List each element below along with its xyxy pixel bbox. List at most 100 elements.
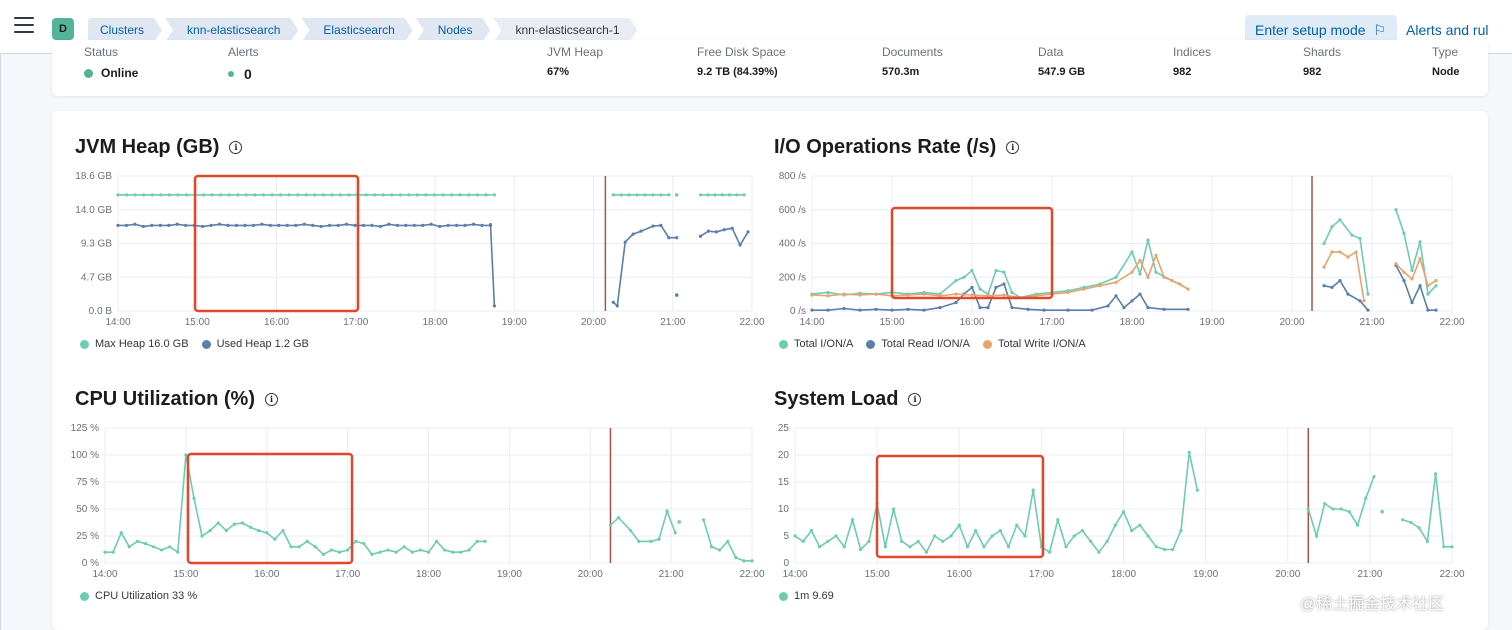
data-point	[809, 529, 814, 533]
data-point	[1338, 279, 1342, 283]
data-point	[906, 293, 910, 297]
x-tick-label: 20:00	[581, 317, 606, 328]
stat-value: 570.3m	[882, 66, 920, 78]
data-point	[1146, 534, 1150, 538]
data-point	[858, 293, 862, 297]
breadcrumb-elasticsearch[interactable]: Elasticsearch	[301, 18, 412, 42]
y-tick-label: 9.3 GB	[81, 239, 112, 250]
data-point	[415, 193, 420, 197]
stat-label: Indices	[1173, 45, 1212, 59]
legend-item[interactable]: Max Heap 16.0 GB	[80, 338, 189, 350]
chart-title-system-load: System Load i	[774, 388, 922, 411]
legend-item[interactable]: Total Write I/ON/A	[982, 338, 1086, 350]
data-point	[1380, 509, 1384, 514]
data-point	[1186, 287, 1190, 291]
data-point	[265, 531, 269, 535]
data-point	[248, 525, 253, 529]
x-tick-label: 19:00	[1193, 569, 1218, 580]
legend-item[interactable]: CPU Utilization 33 %	[80, 590, 197, 602]
info-icon[interactable]: i	[908, 393, 922, 406]
legend-label: Used Heap 1.2 GB	[216, 338, 309, 350]
info-icon[interactable]: i	[265, 393, 278, 406]
data-point	[304, 193, 308, 197]
data-point	[311, 223, 315, 227]
data-point	[458, 193, 462, 197]
data-point	[328, 223, 332, 227]
series-line	[489, 224, 496, 306]
data-point	[938, 306, 942, 310]
data-point	[441, 193, 445, 197]
data-point	[706, 229, 711, 233]
data-point	[1031, 488, 1035, 492]
data-point	[834, 534, 838, 538]
data-point	[1187, 450, 1191, 454]
legend-item[interactable]: Used Heap 1.2 GB	[201, 338, 309, 350]
y-tick-label: 125 %	[71, 423, 99, 434]
legend-item[interactable]: Total Read I/ON/A	[866, 338, 970, 350]
x-tick-label: 18:00	[1119, 317, 1144, 328]
data-point	[701, 518, 706, 522]
data-point	[281, 529, 285, 533]
space-avatar[interactable]: D	[52, 18, 74, 40]
data-point	[1089, 539, 1093, 544]
data-point	[277, 223, 281, 227]
data-point	[378, 550, 382, 554]
y-tick-label: 25 %	[76, 531, 99, 542]
breadcrumb-nodes[interactable]: Nodes	[416, 18, 491, 42]
data-point	[883, 545, 887, 549]
data-point	[874, 292, 878, 296]
data-point	[253, 193, 257, 197]
data-point	[826, 290, 830, 295]
data-point	[933, 534, 937, 538]
breadcrumb-cluster-name[interactable]: knn-elasticsearch	[165, 18, 298, 42]
x-tick-label: 14:00	[799, 317, 824, 328]
breadcrumb-clusters[interactable]: Clusters	[88, 18, 162, 42]
data-point	[111, 550, 115, 554]
data-point	[954, 279, 958, 283]
x-tick-label: 20:00	[578, 569, 603, 580]
data-point	[826, 539, 830, 544]
data-point	[133, 193, 137, 197]
data-point	[1042, 308, 1046, 312]
data-point	[659, 223, 663, 227]
legend-label: 1m 9.69	[794, 590, 834, 602]
legend-item[interactable]: 1m 9.69	[779, 590, 834, 602]
menu-icon[interactable]	[14, 17, 34, 35]
data-point	[1122, 306, 1126, 310]
data-point	[297, 545, 301, 549]
data-point	[616, 516, 621, 520]
info-icon[interactable]: i	[1006, 141, 1020, 154]
data-point	[1434, 279, 1438, 283]
data-point	[1394, 262, 1398, 266]
obscured-region	[317, 44, 527, 94]
data-point	[353, 223, 357, 227]
data-point	[370, 552, 374, 556]
data-point	[1186, 307, 1190, 311]
highlight-box	[186, 452, 354, 565]
chart-title-text: I/O Operations Rate (/s)	[774, 136, 997, 158]
data-point	[257, 529, 261, 533]
data-point	[1314, 534, 1319, 538]
data-point	[1331, 507, 1335, 511]
legend-item[interactable]: Total I/ON/A	[779, 338, 853, 350]
data-point	[1114, 294, 1118, 298]
info-icon[interactable]: i	[229, 141, 243, 154]
x-tick-label: 14:00	[92, 569, 117, 580]
x-tick-label: 22:00	[739, 569, 764, 580]
data-point	[1138, 292, 1142, 296]
data-point	[842, 292, 846, 296]
data-point	[619, 193, 623, 197]
data-point	[184, 223, 188, 227]
stat-alerts: Alerts 0	[228, 40, 259, 82]
stat-label: Shards	[1303, 45, 1342, 59]
alerts-and-rules-link[interactable]: Alerts and rul	[1406, 22, 1489, 38]
data-point	[1146, 306, 1150, 310]
legend-label: Total I/ON/A	[794, 338, 854, 350]
data-point	[659, 193, 663, 197]
data-point	[488, 223, 493, 227]
data-point	[1366, 292, 1370, 296]
